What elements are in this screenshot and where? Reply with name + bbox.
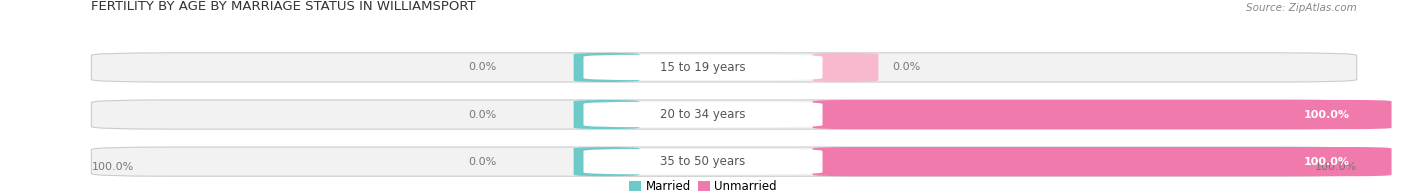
FancyBboxPatch shape: [91, 100, 1357, 129]
Text: 100.0%: 100.0%: [91, 162, 134, 172]
Text: FERTILITY BY AGE BY MARRIAGE STATUS IN WILLIAMSPORT: FERTILITY BY AGE BY MARRIAGE STATUS IN W…: [91, 0, 477, 13]
Text: 0.0%: 0.0%: [468, 157, 496, 167]
FancyBboxPatch shape: [91, 147, 1357, 176]
FancyBboxPatch shape: [574, 100, 640, 129]
Text: 0.0%: 0.0%: [468, 63, 496, 73]
FancyBboxPatch shape: [583, 102, 823, 127]
FancyBboxPatch shape: [91, 53, 1357, 82]
FancyBboxPatch shape: [813, 147, 1392, 176]
FancyBboxPatch shape: [583, 55, 823, 80]
Text: 100.0%: 100.0%: [1303, 157, 1350, 167]
Text: 20 to 34 years: 20 to 34 years: [661, 108, 745, 121]
FancyBboxPatch shape: [574, 147, 640, 176]
Text: 100.0%: 100.0%: [1303, 110, 1350, 120]
Text: 0.0%: 0.0%: [468, 110, 496, 120]
Text: 15 to 19 years: 15 to 19 years: [661, 61, 745, 74]
Text: 35 to 50 years: 35 to 50 years: [661, 155, 745, 168]
FancyBboxPatch shape: [813, 53, 879, 82]
Text: 100.0%: 100.0%: [1315, 162, 1357, 172]
Text: Source: ZipAtlas.com: Source: ZipAtlas.com: [1246, 3, 1357, 13]
Legend: Married, Unmarried: Married, Unmarried: [624, 176, 782, 196]
FancyBboxPatch shape: [583, 149, 823, 174]
Text: 0.0%: 0.0%: [893, 63, 921, 73]
FancyBboxPatch shape: [574, 53, 640, 82]
FancyBboxPatch shape: [813, 100, 1392, 129]
